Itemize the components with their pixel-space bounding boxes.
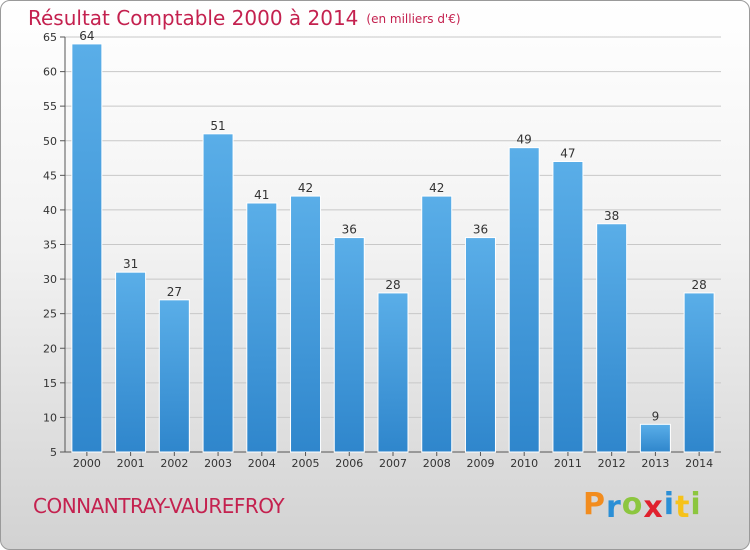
logo-letter: r <box>606 490 622 525</box>
x-tick-label: 2002 <box>160 457 188 470</box>
data-label: 38 <box>604 209 619 223</box>
bar <box>639 423 671 453</box>
y-tick-label: 45 <box>43 169 57 182</box>
bar <box>596 223 628 453</box>
proxiti-logo: Proxiti <box>583 487 702 525</box>
bar <box>333 237 365 453</box>
y-tick-label: 25 <box>43 308 57 321</box>
data-label: 41 <box>254 188 269 202</box>
y-tick-label: 5 <box>50 446 57 459</box>
y-tick-label: 35 <box>43 239 57 252</box>
bar <box>115 271 147 453</box>
logo-letter: x <box>643 490 664 525</box>
x-tick-label: 2009 <box>466 457 494 470</box>
logo-letter: t <box>675 490 691 525</box>
bar <box>377 292 409 453</box>
y-tick-label: 65 <box>43 31 57 44</box>
x-tick-label: 2003 <box>204 457 232 470</box>
x-tick-label: 2008 <box>423 457 451 470</box>
logo-letter: i <box>690 487 702 522</box>
data-label: 31 <box>123 257 138 271</box>
y-tick-label: 60 <box>43 66 57 79</box>
x-tick-label: 2001 <box>117 457 145 470</box>
bar <box>246 202 278 453</box>
logo-letter: P <box>583 487 606 522</box>
data-label: 47 <box>560 147 575 161</box>
x-tick-label: 2006 <box>335 457 363 470</box>
data-label: 42 <box>298 181 313 195</box>
y-tick-label: 20 <box>43 342 57 355</box>
y-tick-label: 50 <box>43 135 57 148</box>
x-tick-label: 2007 <box>379 457 407 470</box>
y-tick-label: 40 <box>43 204 57 217</box>
bar <box>71 43 103 453</box>
x-tick-label: 2011 <box>554 457 582 470</box>
logo-letter: o <box>621 487 644 522</box>
x-tick-label: 2005 <box>292 457 320 470</box>
bar <box>158 299 190 453</box>
bar <box>552 161 584 453</box>
y-tick-label: 30 <box>43 273 57 286</box>
commune-name: CONNANTRAY-VAUREFROY <box>33 494 285 518</box>
bar <box>683 292 715 453</box>
y-tick-label: 15 <box>43 377 57 390</box>
x-tick-label: 2000 <box>73 457 101 470</box>
data-label: 36 <box>342 223 357 237</box>
bar <box>464 237 496 453</box>
data-label: 28 <box>385 278 400 292</box>
x-tick-label: 2013 <box>641 457 669 470</box>
x-tick-label: 2014 <box>685 457 713 470</box>
data-label: 64 <box>79 29 94 43</box>
data-label: 42 <box>429 181 444 195</box>
chart-unit: (en milliers d'€) <box>366 12 461 26</box>
y-tick-label: 55 <box>43 100 57 113</box>
bar <box>290 195 322 453</box>
bar <box>202 133 234 453</box>
x-tick-label: 2004 <box>248 457 276 470</box>
data-label: 51 <box>210 119 225 133</box>
bar <box>508 147 540 453</box>
y-tick-label: 10 <box>43 411 57 424</box>
chart-title: Résultat Comptable 2000 à 2014 (en millie… <box>28 6 461 30</box>
data-label: 49 <box>517 133 532 147</box>
data-label: 9 <box>652 409 660 423</box>
bar <box>421 195 453 453</box>
x-tick-label: 2012 <box>598 457 626 470</box>
data-label: 28 <box>691 278 706 292</box>
chart-title-text: Résultat Comptable 2000 à 2014 <box>28 6 359 30</box>
x-tick-label: 2010 <box>510 457 538 470</box>
logo-letter: i <box>663 487 676 522</box>
data-label: 27 <box>167 285 182 299</box>
data-label: 36 <box>473 223 488 237</box>
